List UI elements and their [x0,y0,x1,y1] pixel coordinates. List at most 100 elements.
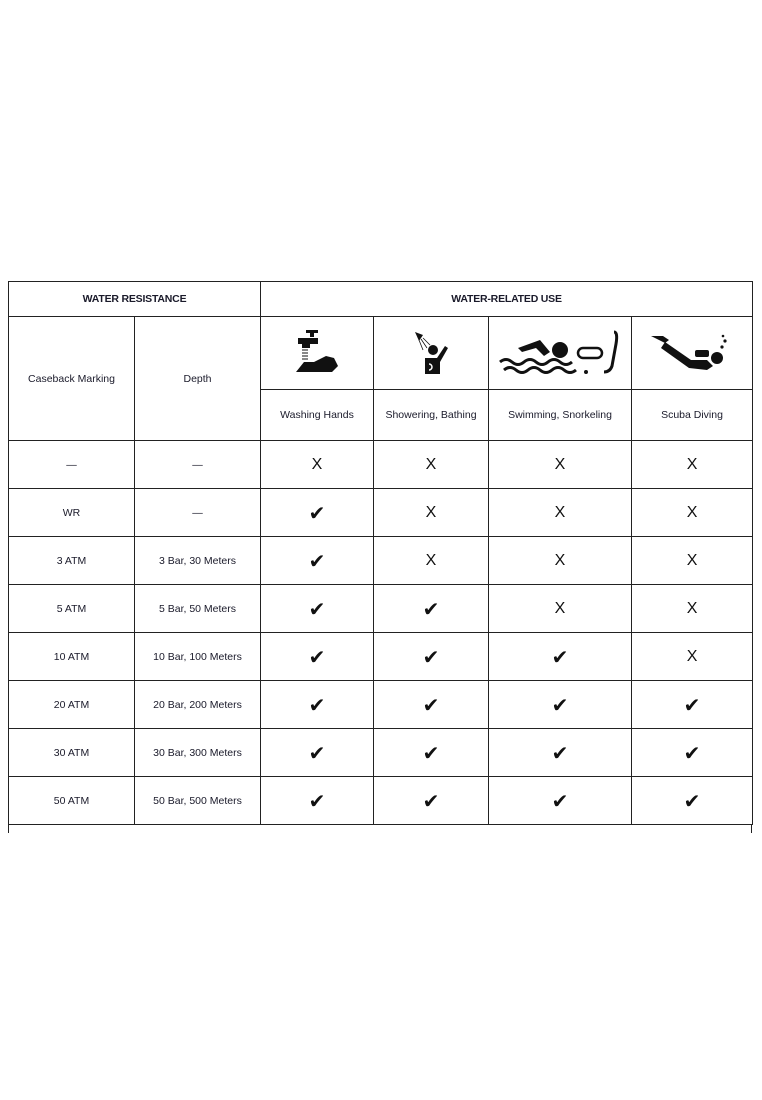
suitability-cell: ✔ [373,584,489,633]
cross-icon: X [554,551,566,569]
suitability-cell: X [488,488,632,537]
caseback-marking-cell: 50 ATM [8,776,135,825]
shower-icon [373,316,489,390]
caseback-marking-cell: 5 ATM [8,584,135,633]
caseback-marking-cell: 20 ATM [8,680,135,729]
checkmark-icon: ✔ [422,788,440,813]
suitability-cell: X [488,536,632,585]
checkmark-icon: ✔ [551,644,569,669]
suitability-cell: ✔ [260,728,374,777]
water-resistance-table: WATER RESISTANCE WATER-RELATED USE Caseb… [8,281,754,825]
checkmark-icon: ✔ [683,692,701,717]
checkmark-icon: ✔ [551,740,569,765]
suitability-cell: X [630,584,754,633]
table-row: 30 ATM 30 Bar, 300 Meters ✔ ✔ ✔ ✔ [8,728,754,777]
activity-label: Scuba Diving [630,389,754,441]
suitability-cell: ✔ [260,584,374,633]
suitability-cell: ✔ [630,680,754,729]
checkmark-icon: ✔ [422,740,440,765]
checkmark-icon: ✔ [422,596,440,621]
checkmark-icon: ✔ [683,740,701,765]
cross-icon: X [425,503,437,521]
suitability-cell: X [488,584,632,633]
checkmark-icon: ✔ [422,692,440,717]
suitability-cell: X [630,488,754,537]
cross-icon: X [686,647,698,665]
checkmark-icon: ✔ [308,740,326,765]
cross-icon: X [686,551,698,569]
checkmark-icon: ✔ [551,788,569,813]
suitability-cell: ✔ [373,632,489,681]
suitability-cell: ✔ [488,728,632,777]
cross-icon: X [686,599,698,617]
suitability-cell: X [260,440,374,489]
suitability-cell: ✔ [260,632,374,681]
depth-cell: 30 Bar, 300 Meters [134,728,261,777]
cross-icon: X [425,455,437,473]
suitability-cell: X [630,440,754,489]
checkmark-icon: ✔ [551,692,569,717]
cross-icon: X [554,503,566,521]
table-trailing-border [8,824,752,833]
checkmark-icon: ✔ [308,788,326,813]
depth-cell: — [134,440,261,489]
caseback-marking-cell: 3 ATM [8,536,135,585]
suitability-cell: ✔ [373,680,489,729]
suitability-cell: X [373,440,489,489]
suitability-cell: ✔ [373,728,489,777]
table-row: 10 ATM 10 Bar, 100 Meters ✔ ✔ ✔ X [8,632,754,681]
caseback-marking-cell: — [8,440,135,489]
checkmark-icon: ✔ [422,644,440,669]
cross-icon: X [554,599,566,617]
depth-cell: 5 Bar, 50 Meters [134,584,261,633]
swimming-snorkel-icon [488,316,632,390]
suitability-cell: X [373,488,489,537]
suitability-cell: ✔ [373,776,489,825]
suitability-cell: ✔ [260,488,374,537]
depth-cell: 3 Bar, 30 Meters [134,536,261,585]
suitability-cell: X [630,536,754,585]
checkmark-icon: ✔ [308,644,326,669]
depth-cell: 10 Bar, 100 Meters [134,632,261,681]
cross-icon: X [554,455,566,473]
checkmark-icon: ✔ [683,788,701,813]
suitability-cell: X [488,440,632,489]
cross-icon: X [425,551,437,569]
depth-cell: 50 Bar, 500 Meters [134,776,261,825]
cross-icon: X [686,455,698,473]
caseback-marking-cell: WR [8,488,135,537]
table-row: 3 ATM 3 Bar, 30 Meters ✔ X X X [8,536,754,585]
scuba-diver-icon [630,316,754,390]
suitability-cell: ✔ [260,536,374,585]
cross-icon: X [686,503,698,521]
caseback-marking-cell: 10 ATM [8,632,135,681]
depth-cell: — [134,488,261,537]
suitability-cell: ✔ [630,728,754,777]
table-row: WR — ✔ X X X [8,488,754,537]
checkmark-icon: ✔ [308,500,326,525]
suitability-cell: ✔ [488,776,632,825]
suitability-cell: ✔ [630,776,754,825]
caseback-marking-cell: 30 ATM [8,728,135,777]
suitability-cell: X [630,632,754,681]
checkmark-icon: ✔ [308,548,326,573]
activity-label: Washing Hands [260,389,374,441]
table-row: 20 ATM 20 Bar, 200 Meters ✔ ✔ ✔ ✔ [8,680,754,729]
depth-cell: 20 Bar, 200 Meters [134,680,261,729]
depth-header: Depth [134,316,261,441]
suitability-cell: ✔ [260,680,374,729]
table-row: 50 ATM 50 Bar, 500 Meters ✔ ✔ ✔ ✔ [8,776,754,825]
suitability-cell: ✔ [488,680,632,729]
water-resistance-heading: WATER RESISTANCE [8,281,261,317]
washing-hands-icon [260,316,374,390]
suitability-cell: ✔ [488,632,632,681]
activity-label: Swimming, Snorkeling [488,389,632,441]
suitability-cell: ✔ [260,776,374,825]
suitability-cell: X [373,536,489,585]
activity-label: Showering, Bathing [373,389,489,441]
water-related-use-heading: WATER-RELATED USE [259,281,754,317]
table-row: 5 ATM 5 Bar, 50 Meters ✔ ✔ X X [8,584,754,633]
cross-icon: X [311,455,323,473]
caseback-marking-header: Caseback Marking [8,316,135,441]
checkmark-icon: ✔ [308,692,326,717]
